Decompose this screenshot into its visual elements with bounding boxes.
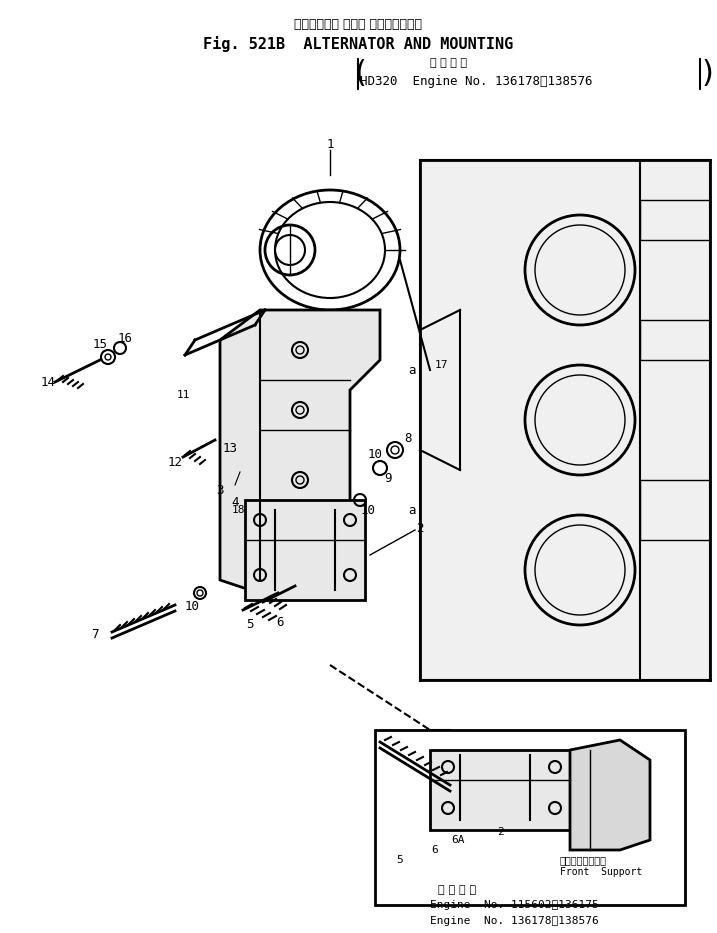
Text: 5: 5 [246,619,254,632]
Text: 11: 11 [176,390,190,400]
Text: 10: 10 [184,600,199,612]
Text: Fig. 521B  ALTERNATOR AND MOUNTING: Fig. 521B ALTERNATOR AND MOUNTING [203,36,513,52]
Text: ): ) [702,60,714,89]
Text: 適 用 号 機: 適 用 号 機 [438,885,476,895]
Text: Engine  No. 136178～138576: Engine No. 136178～138576 [430,916,599,926]
Text: 5: 5 [397,855,404,865]
Text: 6A: 6A [451,835,465,845]
Text: Front  Support: Front Support [560,867,642,877]
Text: 2: 2 [497,827,503,837]
Text: 7: 7 [91,629,99,642]
Polygon shape [220,310,380,600]
Text: 1: 1 [326,138,333,151]
Bar [640,320,710,360]
Text: 14: 14 [40,375,55,388]
Bar [640,200,710,240]
Text: (: ( [354,60,366,89]
Text: 12: 12 [168,455,183,468]
Text: 13: 13 [222,441,237,454]
Text: 17: 17 [435,360,449,370]
Text: 適 用 号 機: 適 用 号 機 [430,58,467,68]
Text: 4: 4 [232,495,239,508]
Text: 10: 10 [368,449,382,462]
Text: 6: 6 [276,616,284,629]
Text: 18: 18 [232,505,244,515]
Text: 3: 3 [217,483,224,496]
Text: 16: 16 [118,331,133,344]
Polygon shape [570,740,650,850]
Text: フロントサポート: フロントサポート [560,855,607,865]
Text: 2: 2 [417,522,424,535]
Bar [375,730,685,905]
Text: a: a [408,364,416,377]
Bar [245,500,365,600]
Text: 15: 15 [92,339,108,352]
Text: オルタネータ および マウンティング: オルタネータ および マウンティング [294,18,422,31]
Bar [640,480,710,540]
Text: 8: 8 [404,431,412,444]
Text: 10: 10 [361,504,376,517]
Polygon shape [420,160,710,680]
Text: Engine  No. 115602～136175: Engine No. 115602～136175 [430,900,599,910]
Text: 6: 6 [432,845,438,855]
Text: HD320  Engine No. 136178～138576: HD320 Engine No. 136178～138576 [360,75,592,88]
Text: 9: 9 [384,471,391,484]
Bar [430,750,570,830]
Text: a: a [408,504,416,517]
